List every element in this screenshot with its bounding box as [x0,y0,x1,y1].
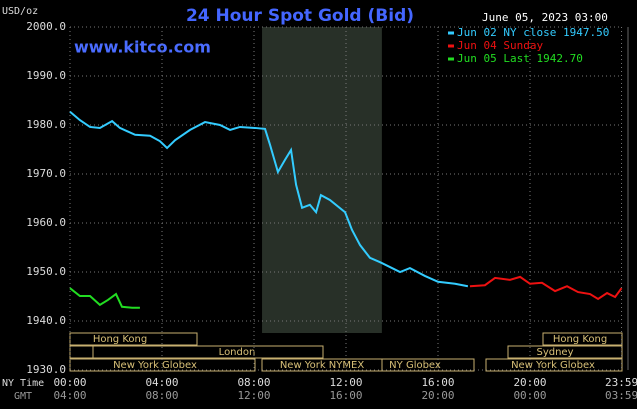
x-tick-label: 16:00 [421,376,454,389]
subtitle: www.kitco.com [74,38,211,57]
x2-label: GMT [14,391,32,402]
session-label: New York Globex [113,360,197,371]
y-tick-label: 1940.0 [26,314,66,327]
y-label: USD/oz [2,6,38,17]
legend-label: Jun 04 Sunday [457,39,543,52]
series-line [469,275,623,301]
timestamp: June 05, 2023 03:00 [482,11,608,24]
x-tick-label: 00:00 [53,376,86,389]
sessions: Hong Kong Hong Kong London Sydney New Yo… [69,332,623,372]
session-label: NY Globex [389,360,441,371]
x-tick-label: 08:00 [237,376,270,389]
x-tick-label: 04:00 [145,376,178,389]
series-line [69,111,469,288]
x2-tick-label: 04:00 [53,389,86,402]
series-line [69,287,140,309]
nymex-band [262,27,382,333]
y-tick-label: 2000.0 [26,20,66,33]
session-box [92,345,324,359]
session-label: Sydney [536,347,573,358]
y-tick-label: 1980.0 [26,118,66,131]
y-tick-label: 1930.0 [26,363,66,376]
session-label: New York Globex [511,360,595,371]
x-label: NY Time [2,378,44,389]
x2-tick-label: 00:00 [513,389,546,402]
x2-tick-label: 12:00 [237,389,270,402]
session-box [485,358,623,372]
session-label: London [219,347,256,358]
x-tick-label: 23:59 [605,376,637,389]
x2-tick-label: 03:59 [605,389,637,402]
y-tick-label: 1970.0 [26,167,66,180]
legend-label: Jun 05 Last 1942.70 [457,52,583,65]
x2-tick-label: 16:00 [329,389,362,402]
x-tick-label: 20:00 [513,376,546,389]
y-tick-label: 1960.0 [26,216,66,229]
x2-tick-label: 20:00 [421,389,454,402]
x-tick-label: 12:00 [329,376,362,389]
session-box [381,358,475,372]
chart-title: 24 Hour Spot Gold (Bid) [186,6,414,26]
session-label: Hong Kong [93,334,147,345]
y-tick-label: 1950.0 [26,265,66,278]
y-tick-label: 1990.0 [26,69,66,82]
session-label: Hong Kong [553,334,607,345]
session-box [69,345,94,359]
x2-tick-label: 08:00 [145,389,178,402]
legend-label: Jun 02 NY close 1947.50 [457,26,609,39]
session-label: New York NYMEX [280,360,365,371]
